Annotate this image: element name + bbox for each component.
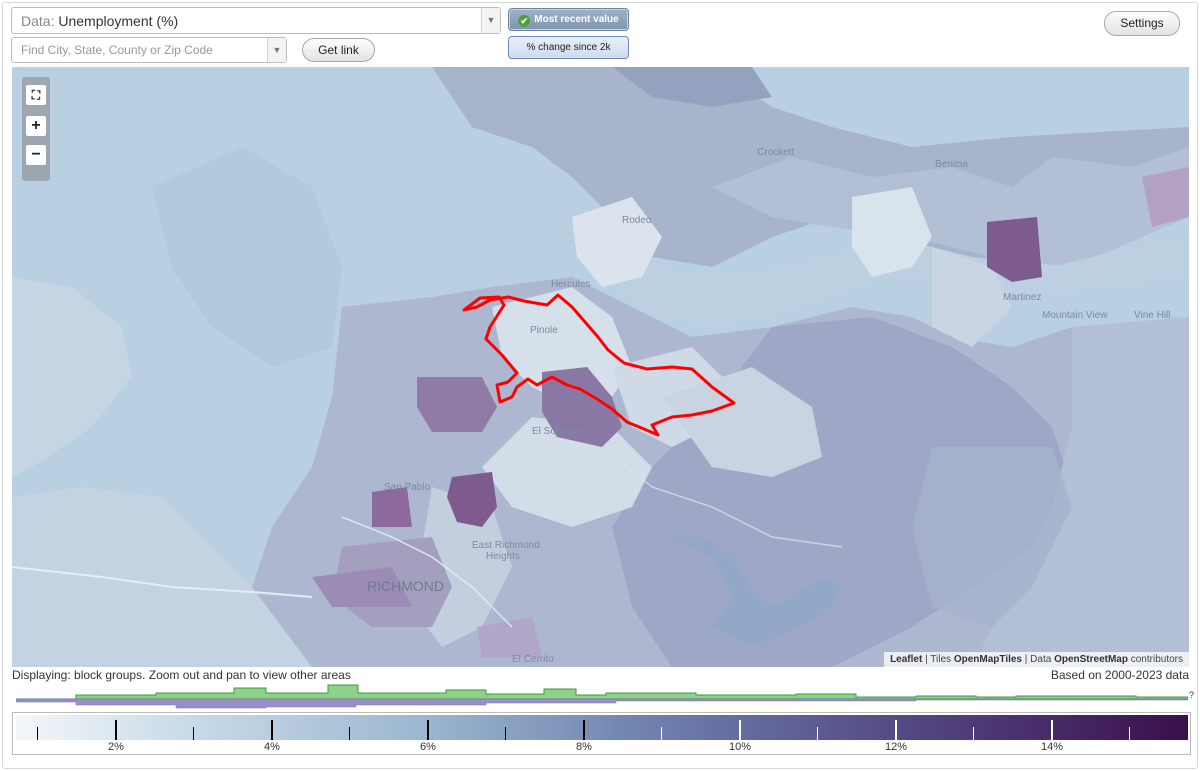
legend-tick [661, 727, 662, 740]
settings-button[interactable]: Settings [1104, 11, 1180, 36]
map-zoom-control: ⛶ + − [22, 77, 50, 181]
chevron-down-icon[interactable]: ▼ [267, 38, 286, 62]
legend-tick [349, 727, 350, 740]
leaflet-link[interactable]: Leaflet [890, 654, 923, 665]
color-legend: 2% 4% 6% 8% 10% 12% 14% [12, 712, 1191, 755]
place-label: Rodeo [622, 215, 652, 226]
display-status: Displaying: block groups. Zoom out and p… [12, 668, 351, 682]
zoom-out-button[interactable]: − [26, 145, 46, 165]
place-label: Benicia [935, 159, 968, 170]
legend-tick [115, 720, 117, 740]
place-label: East Richmond [472, 540, 540, 551]
legend-tick [193, 727, 194, 740]
place-label: El Sobrante [532, 426, 585, 437]
legend-tick [739, 720, 741, 740]
legend-tick [817, 727, 818, 740]
place-label: RICHMOND [367, 578, 444, 594]
map-canvas[interactable] [12, 67, 1189, 667]
fullscreen-icon[interactable]: ⛶ [26, 85, 46, 105]
chevron-down-icon[interactable]: ▼ [481, 8, 500, 33]
openstreetmap-link[interactable]: OpenStreetMap [1054, 654, 1128, 665]
legend-tick [271, 720, 273, 740]
legend-tick [895, 720, 897, 740]
legend-label: 14% [1040, 741, 1064, 753]
legend-label: 8% [576, 741, 592, 753]
place-label: Heights [486, 551, 520, 562]
pct-change-toggle[interactable]: % change since 2k [508, 36, 629, 59]
place-label: El Cerrito [512, 654, 554, 665]
get-link-button[interactable]: Get link [302, 38, 375, 62]
highlighted-region-outline [462, 293, 736, 437]
legend-label: 2% [108, 741, 124, 753]
data-select[interactable]: Data: Unemployment (%) ▼ [11, 7, 501, 34]
legend-tick [37, 727, 38, 740]
openmaptiles-link[interactable]: OpenMapTiles [953, 654, 1022, 665]
histogram-help-icon[interactable]: ? [1188, 690, 1194, 700]
map-view[interactable]: Crockett Benicia Rodeo Hercules Pinole M… [12, 67, 1189, 667]
place-label: Pinole [530, 325, 558, 336]
place-label: Vine Hill [1134, 310, 1171, 321]
place-label: Mountain View [1042, 310, 1108, 321]
place-label: Hercules [551, 279, 591, 290]
legend-tick [505, 727, 506, 740]
place-label: Martinez [1003, 292, 1042, 303]
distribution-histogram [16, 684, 1188, 709]
most-recent-label: Most recent value [534, 14, 619, 25]
search-input[interactable] [21, 42, 261, 58]
data-select-label: Data: [21, 13, 55, 29]
legend-label: 4% [264, 741, 280, 753]
legend-tick [583, 720, 585, 740]
zoom-in-button[interactable]: + [26, 116, 46, 136]
legend-label: 12% [884, 741, 908, 753]
legend-label: 6% [420, 741, 436, 753]
place-label: San Pablo [384, 482, 431, 493]
place-label: Crockett [757, 147, 795, 158]
checkmark-icon: ✔ [518, 15, 531, 27]
data-select-value: Unemployment (%) [58, 13, 179, 29]
legend-tick [973, 727, 974, 740]
most-recent-toggle[interactable]: ✔ Most recent value [508, 8, 629, 31]
legend-tick [427, 720, 429, 740]
legend-tick [1051, 720, 1053, 740]
legend-gradient [16, 715, 1188, 740]
legend-label: 10% [728, 741, 752, 753]
location-search[interactable]: ▼ [11, 37, 287, 63]
map-attribution: Leaflet | Tiles OpenMapTiles | Data Open… [884, 652, 1189, 667]
legend-tick [1129, 727, 1130, 740]
data-range-note: Based on 2000-2023 data [1050, 668, 1189, 682]
